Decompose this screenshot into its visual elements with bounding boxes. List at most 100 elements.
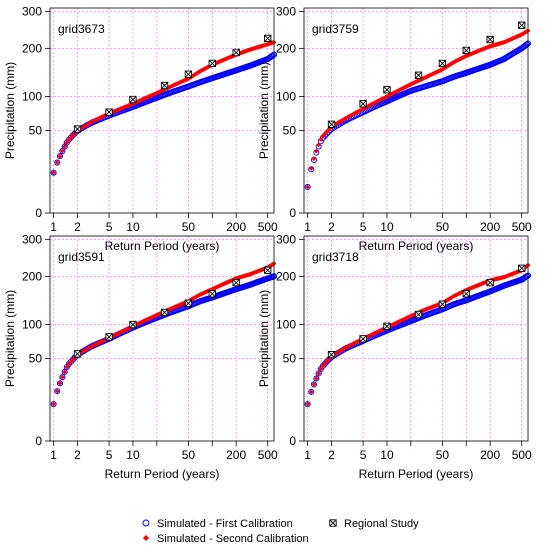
y-tick-label: 200 (276, 269, 296, 283)
second-calibration-point (324, 129, 330, 135)
first-calibration-point (59, 374, 66, 381)
y-tick-label: 50 (283, 352, 297, 366)
second-calibration-point (72, 131, 78, 136)
first-calibration-point (304, 401, 311, 408)
second-calibration-point (320, 363, 326, 369)
first-calibration-point (56, 380, 64, 387)
legend-entry: Regional Study (329, 518, 419, 530)
first-calibration-point (523, 41, 531, 48)
second-calibration-point (316, 142, 322, 148)
regional-study-point (414, 310, 423, 319)
panel-title: grid3759 (312, 22, 359, 36)
y-tick-label: 300 (276, 4, 296, 18)
second-calibration-point (57, 153, 63, 159)
regional-study-point (486, 278, 494, 287)
legend-label: Simulated - Second Calibration (157, 533, 309, 545)
second-calibration-point (313, 376, 319, 381)
x-tick-label: 1 (304, 220, 311, 234)
regional-study-point (129, 95, 137, 104)
regional-study-point (359, 335, 367, 343)
series-first-calibration (304, 272, 532, 408)
x-tick-label: 500 (258, 220, 278, 234)
second-calibration-point (89, 119, 95, 125)
series-second-calibration (305, 262, 531, 407)
legend-label: Regional Study (344, 518, 419, 530)
first-calibration-point (269, 52, 277, 59)
x-axis-title: Return Period (years) (359, 467, 474, 481)
legend-entry: Simulated - Second Calibration (143, 533, 309, 545)
first-calibration-point (304, 183, 311, 191)
second-calibration-point (305, 184, 311, 190)
x-tick-label: 2 (328, 220, 335, 234)
regional-study-point (105, 108, 113, 116)
y-axis-title: Precipitation (mm) (3, 62, 17, 159)
second-calibration-point (54, 388, 60, 394)
y-tick-label: 100 (22, 318, 42, 332)
x-tick-label: 2 (74, 448, 81, 462)
second-calibration-point (54, 160, 60, 165)
legend: Simulated - First Calibration Regional St… (142, 518, 419, 545)
first-calibration-point (523, 273, 531, 280)
y-tick-label: 200 (22, 269, 42, 283)
second-calibration-point (316, 371, 322, 376)
y-tick-label: 300 (276, 232, 296, 246)
first-calibration-point (308, 388, 315, 395)
first-calibration-point (313, 375, 320, 382)
x-tick-label: 5 (360, 448, 367, 462)
x-tick-label: 10 (380, 448, 394, 462)
regional-study-point (208, 59, 216, 68)
series-first-calibration (304, 40, 532, 191)
second-calibration-point (308, 389, 314, 395)
second-calibration-point (318, 137, 324, 142)
first-calibration-point (69, 132, 76, 139)
x-tick-label: 10 (126, 448, 140, 462)
second-calibration-point (57, 380, 63, 386)
second-calibration-point (59, 148, 65, 154)
x-tick-label: 200 (226, 220, 246, 234)
panel-frame (303, 235, 529, 442)
panel-title: grid3673 (58, 22, 105, 36)
regional-study-point (129, 320, 137, 329)
second-calibration-point (72, 355, 78, 360)
panel-title: grid3718 (312, 250, 359, 264)
y-tick-label: 0 (289, 434, 296, 448)
panel-grid3591: grid3591 0 50 100 200 300 1 2 5 10 50 200 500 Precipi… (3, 232, 278, 481)
regional-study-point (160, 81, 169, 90)
first-calibration-point (50, 169, 57, 176)
second-calibration-point (308, 166, 314, 171)
x-tick-label: 5 (106, 448, 113, 462)
legend-marker (329, 519, 337, 527)
y-tick-label: 200 (22, 41, 42, 55)
series-second-calibration (305, 28, 531, 190)
regional-study-point (414, 71, 423, 79)
second-calibration-point (311, 382, 317, 387)
x-tick-label: 2 (328, 448, 335, 462)
second-calibration-point (66, 137, 72, 143)
legend-entry: Simulated - First Calibration (142, 518, 293, 530)
second-calibration-point (59, 374, 65, 380)
second-calibration-point (62, 144, 68, 149)
y-tick-label: 50 (283, 124, 297, 138)
regional-study-point (73, 350, 82, 358)
legend-marker (142, 519, 150, 527)
regional-study-point (438, 300, 447, 308)
regional-study-point (105, 333, 113, 341)
second-calibration-point (86, 121, 92, 127)
second-calibration-point (68, 135, 74, 140)
y-axis-title: Precipitation (mm) (257, 290, 271, 387)
second-calibration-point (68, 359, 74, 365)
regional-study-point (359, 100, 367, 108)
x-tick-label: 1 (50, 220, 57, 234)
second-calibration-point (311, 156, 317, 162)
second-calibration-point (340, 347, 346, 352)
second-calibration-point (345, 114, 350, 120)
second-calibration-point (305, 401, 311, 407)
first-calibration-point (56, 153, 64, 160)
second-calibration-point (318, 366, 324, 372)
y-tick-label: 200 (276, 41, 296, 55)
series-second-calibration (51, 261, 277, 407)
first-calibration-point (63, 364, 70, 371)
panel-grid3759: grid3759 0 50 100 200 300 1 2 5 10 50 200 500 Precipi… (257, 4, 532, 253)
second-calibration-point (313, 148, 319, 154)
x-axis-title: Return Period (years) (105, 467, 220, 481)
